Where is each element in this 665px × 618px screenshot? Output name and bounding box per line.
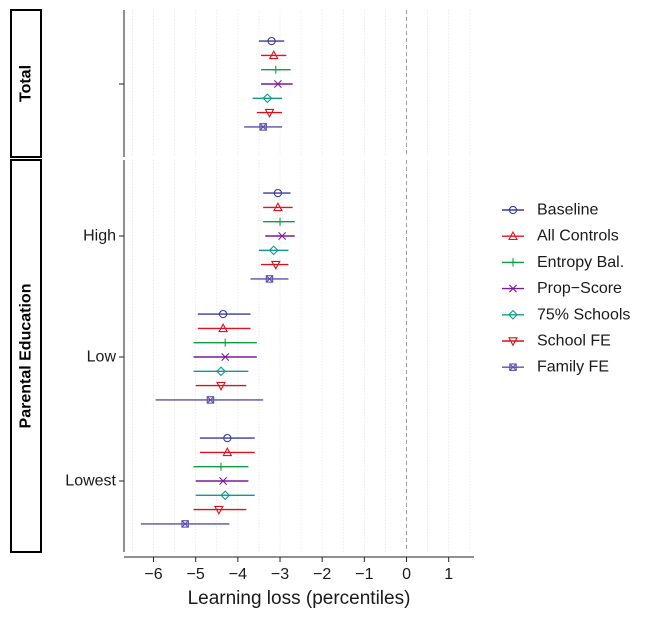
- legend-label: School FE: [537, 333, 611, 350]
- panel-total: Total: [11, 10, 470, 157]
- y-tick-label: Lowest: [65, 473, 116, 490]
- estimate-family-fe: [244, 124, 282, 130]
- estimate-75-schools: [253, 94, 283, 102]
- estimate-prop-score: [261, 80, 293, 87]
- legend-label: Prop−Score: [537, 280, 622, 297]
- legend-item: School FE: [502, 333, 611, 350]
- estimate-baseline: [198, 311, 251, 318]
- legend: Baseline All Controls Entropy Bal. Prop−Sco…: [502, 202, 630, 376]
- legend-item: Baseline: [502, 202, 598, 219]
- x-axis-label: Learning loss (percentiles): [188, 588, 411, 609]
- panel-parental-education: Parental Education High Low Lowest: [11, 160, 470, 552]
- estimate-family-fe: [251, 276, 289, 282]
- legend-item: Prop−Score: [502, 280, 622, 297]
- legend-label: Family FE: [537, 359, 609, 376]
- estimate-baseline: [263, 190, 290, 197]
- estimate-prop-score: [265, 232, 295, 239]
- legend-item: 75% Schools: [502, 306, 630, 323]
- estimate-family-fe: [141, 521, 230, 527]
- estimate-entropy-bal-: [194, 463, 249, 471]
- estimate-entropy-bal-: [194, 339, 257, 347]
- estimate-all-controls: [263, 203, 293, 210]
- y-tick-label: High: [83, 228, 116, 245]
- estimate-baseline: [200, 435, 255, 442]
- estimate-75-schools: [194, 367, 249, 375]
- x-axis: −6 −5 −4 −3 −2 −1 0 1 Learning loss (percentiles…: [124, 557, 474, 609]
- estimate-school-fe: [257, 109, 282, 116]
- estimate-prop-score: [194, 353, 257, 360]
- estimate-baseline: [259, 38, 284, 45]
- estimate-all-controls: [200, 448, 255, 455]
- y-tick-label: Low: [87, 349, 117, 366]
- legend-item: Family FE: [502, 359, 609, 376]
- x-tick-label: −2: [313, 566, 331, 583]
- estimate-75-schools: [196, 491, 255, 499]
- panel-strip-label: Parental Education: [18, 284, 35, 429]
- marker-plus: [221, 339, 229, 347]
- legend-label: All Controls: [537, 228, 619, 245]
- x-tick-label: −3: [271, 566, 289, 583]
- x-tick-label: −5: [187, 566, 205, 583]
- x-tick-label: 1: [444, 566, 453, 583]
- x-tick-label: −4: [229, 566, 247, 583]
- estimate-75-schools: [259, 246, 289, 254]
- x-tick-label: 0: [402, 566, 411, 583]
- estimate-entropy-bal-: [263, 218, 295, 226]
- legend-item: All Controls: [502, 228, 619, 245]
- estimate-school-fe: [194, 506, 247, 513]
- marker-plus: [217, 463, 225, 471]
- legend-label: Baseline: [537, 202, 598, 219]
- estimate-family-fe: [156, 397, 264, 403]
- legend-label: 75% Schools: [537, 306, 630, 323]
- estimate-school-fe: [261, 261, 288, 268]
- estimate-prop-score: [196, 477, 249, 484]
- panel-strip-label: Total: [18, 65, 35, 102]
- marker-plus: [272, 66, 280, 74]
- x-tick-label: −6: [144, 566, 162, 583]
- estimate-school-fe: [196, 382, 247, 389]
- legend-item: Entropy Bal.: [502, 254, 624, 271]
- marker-plus: [276, 218, 284, 226]
- x-tick-label: −1: [355, 566, 373, 583]
- estimate-all-controls: [198, 324, 251, 331]
- estimate-entropy-bal-: [261, 66, 291, 74]
- marker-plus: [509, 258, 517, 266]
- legend-label: Entropy Bal.: [537, 254, 624, 271]
- estimate-all-controls: [261, 51, 286, 58]
